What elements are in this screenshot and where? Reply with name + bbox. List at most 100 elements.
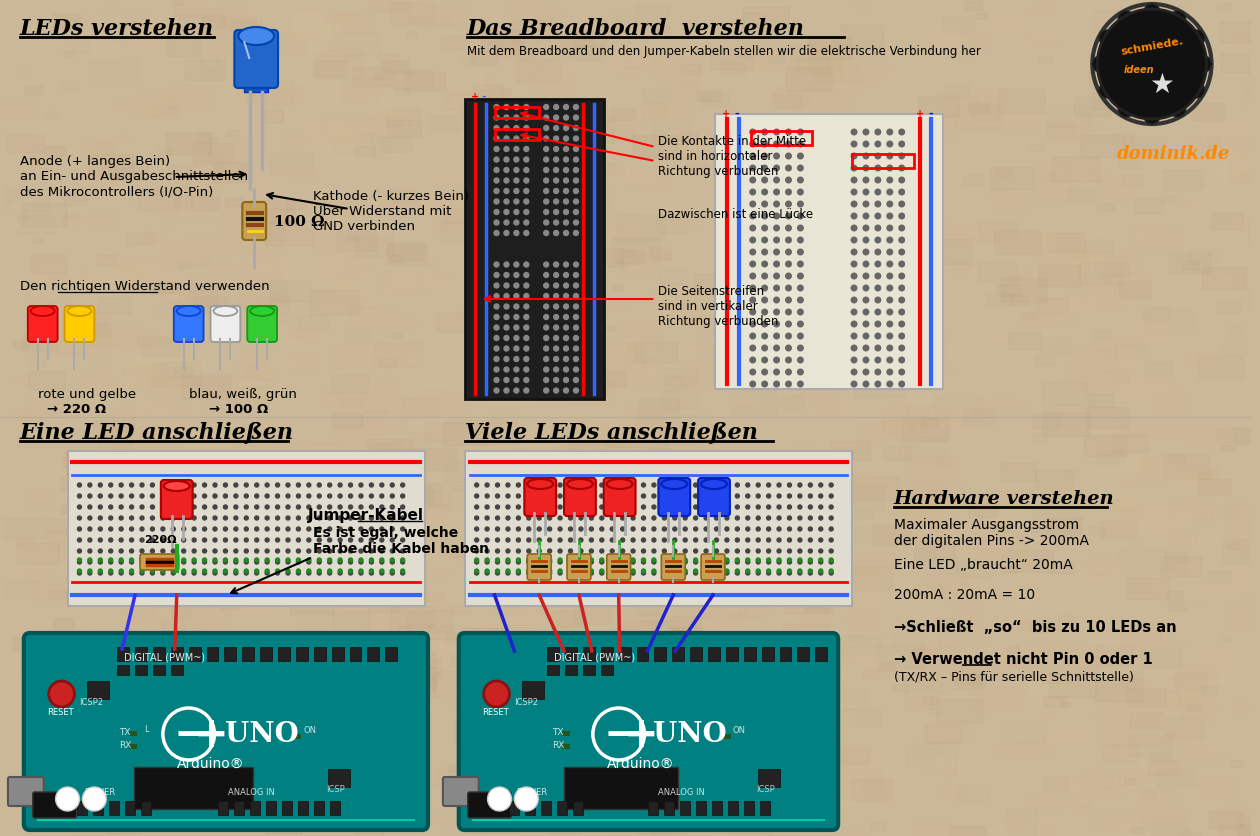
Circle shape — [379, 549, 384, 553]
Circle shape — [788, 560, 791, 564]
Circle shape — [276, 549, 280, 553]
Bar — [698, 317, 731, 334]
Circle shape — [181, 560, 185, 564]
Bar — [883, 421, 914, 436]
Bar — [299, 444, 335, 461]
Bar — [602, 569, 638, 587]
Circle shape — [379, 494, 384, 498]
Circle shape — [475, 538, 479, 543]
Bar — [422, 16, 449, 29]
Circle shape — [766, 549, 771, 553]
Bar — [82, 388, 113, 404]
Bar — [779, 186, 811, 202]
Bar — [727, 777, 770, 798]
Bar — [769, 56, 784, 64]
Bar — [1033, 825, 1053, 836]
Circle shape — [475, 569, 479, 573]
Bar — [270, 499, 294, 512]
Bar — [759, 528, 791, 545]
Bar — [780, 503, 811, 519]
Bar — [566, 781, 596, 796]
Circle shape — [150, 558, 155, 563]
Circle shape — [391, 528, 394, 532]
Bar — [956, 561, 989, 577]
Circle shape — [750, 226, 756, 232]
Circle shape — [714, 483, 718, 487]
Circle shape — [328, 483, 331, 487]
Bar — [20, 654, 62, 675]
Bar — [330, 347, 373, 369]
Bar — [1011, 645, 1055, 667]
Bar — [480, 31, 523, 52]
Circle shape — [1099, 31, 1115, 47]
Bar — [743, 8, 789, 32]
Circle shape — [338, 528, 343, 532]
Bar — [520, 252, 544, 264]
Bar — [382, 138, 411, 152]
Bar — [194, 153, 220, 166]
Bar — [779, 258, 819, 278]
Bar — [1053, 43, 1091, 62]
Circle shape — [77, 549, 82, 553]
Bar — [916, 593, 934, 602]
Bar — [517, 60, 559, 83]
Bar — [1000, 279, 1047, 302]
Bar — [843, 708, 879, 726]
Bar — [461, 104, 481, 115]
Circle shape — [504, 273, 509, 278]
Bar — [845, 650, 881, 668]
Bar — [724, 528, 753, 543]
Circle shape — [819, 549, 823, 553]
Bar — [379, 55, 398, 65]
Bar — [1105, 347, 1142, 365]
Circle shape — [746, 517, 750, 520]
Bar — [1055, 405, 1096, 426]
Bar — [682, 171, 703, 182]
Bar — [461, 114, 476, 120]
Bar — [559, 85, 595, 103]
Bar — [379, 584, 401, 594]
Circle shape — [161, 483, 165, 487]
Circle shape — [265, 528, 270, 532]
Bar — [388, 548, 411, 560]
Circle shape — [777, 569, 781, 573]
Bar — [266, 801, 276, 815]
Circle shape — [863, 286, 868, 292]
Bar — [174, 198, 192, 206]
Circle shape — [130, 560, 134, 564]
Bar — [489, 89, 510, 99]
Bar — [77, 801, 87, 815]
Circle shape — [553, 137, 558, 142]
Circle shape — [714, 569, 718, 573]
Bar — [615, 775, 655, 795]
Bar — [750, 168, 765, 176]
Bar — [830, 213, 843, 219]
Bar — [542, 669, 570, 682]
Circle shape — [563, 105, 568, 110]
Bar — [863, 778, 882, 788]
Bar — [600, 22, 625, 34]
Bar — [643, 794, 668, 808]
Circle shape — [517, 517, 520, 520]
Bar — [600, 486, 626, 498]
Bar — [326, 581, 368, 602]
Circle shape — [544, 368, 548, 373]
Circle shape — [181, 538, 185, 543]
Bar — [223, 757, 248, 769]
Circle shape — [379, 506, 384, 509]
Bar — [359, 308, 374, 314]
Circle shape — [651, 569, 656, 573]
Bar — [262, 33, 305, 54]
Circle shape — [788, 571, 791, 575]
Bar — [989, 380, 1014, 392]
Bar — [833, 669, 845, 676]
Bar — [1019, 416, 1046, 430]
Circle shape — [863, 382, 868, 387]
Circle shape — [578, 483, 583, 487]
Circle shape — [673, 538, 677, 543]
Circle shape — [318, 549, 321, 553]
Bar — [893, 508, 936, 530]
Bar — [316, 257, 362, 280]
Bar — [716, 370, 756, 390]
Bar — [392, 150, 417, 162]
